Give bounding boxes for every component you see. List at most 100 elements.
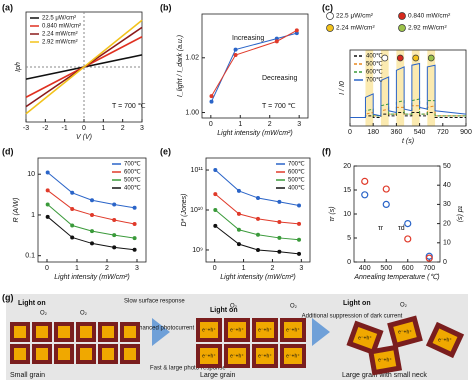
carrier-label: e⁻+h⁺: [258, 327, 272, 333]
y2-tick-label: 20: [443, 220, 451, 227]
y-axis-title: τr (s): [329, 206, 336, 221]
point: [297, 203, 302, 208]
point: [213, 192, 218, 197]
plot-frame: [353, 165, 441, 263]
grain-core: [352, 327, 378, 349]
x-tick-label: 540: [414, 129, 426, 136]
suppression-label: Additional suppression of dark current: [302, 314, 403, 320]
carrier-label: e⁻+h⁺: [258, 353, 272, 359]
x-tick-label: 0: [82, 125, 86, 132]
marker-legend-label: 2.24 mW/cm²: [336, 25, 375, 32]
point: [112, 233, 117, 238]
grain-core: [284, 322, 302, 338]
x-axis-title: t (s): [402, 138, 414, 145]
marker-legend-label: 0.840 mW/cm²: [408, 13, 451, 20]
x-axis-title: Light intensity (mW/cm²): [54, 274, 129, 281]
point: [112, 218, 117, 223]
x-tick-label: 600: [402, 265, 414, 272]
x-tick-label: 500: [380, 265, 392, 272]
annotation: T = 700 ℃: [262, 103, 296, 110]
legend-label: 700℃: [288, 162, 305, 168]
light-label: Light on: [18, 300, 46, 307]
x-tick-label: 1: [238, 121, 242, 128]
point: [45, 188, 50, 193]
point: [236, 188, 241, 193]
carrier-label: e⁻+h⁺: [438, 337, 452, 343]
point: [274, 36, 279, 41]
x-tick-label: 0: [45, 265, 49, 272]
grain-core: [36, 326, 48, 338]
grain-core: [256, 348, 274, 364]
annotation: T = 700 ℃: [112, 103, 146, 110]
annotation: τd: [398, 225, 405, 232]
y-axis-title: D* (Jones): [181, 193, 188, 226]
o2-label: O₂: [230, 304, 238, 310]
point: [233, 53, 238, 58]
grain-label: Small grain: [10, 372, 45, 379]
o2-label: O₂: [40, 311, 48, 317]
point: [213, 208, 218, 212]
carrier-label: e⁻+h⁺: [358, 335, 372, 341]
point: [90, 212, 94, 217]
light-label: Light on: [343, 300, 371, 307]
point: [382, 185, 390, 193]
o2-label: O₂: [80, 311, 88, 317]
light-band: [396, 50, 405, 126]
light-label: Light on: [210, 307, 238, 314]
series-line: [350, 62, 467, 119]
grain-label: Large grain: [200, 372, 236, 379]
point: [236, 227, 241, 232]
grain-core: [432, 328, 458, 352]
grain-core: [124, 348, 136, 360]
x-tick-label: 700: [423, 265, 435, 272]
grain-core: [284, 348, 302, 364]
x-tick-label: 3: [299, 265, 303, 272]
point: [112, 202, 117, 207]
x-tick-label: 180: [367, 129, 379, 136]
y-axis-title: I_light / I_dark (a.u.): [177, 35, 184, 97]
x-tick-label: 2: [268, 121, 272, 128]
y2-tick-label: 30: [443, 201, 451, 208]
point: [209, 94, 214, 99]
point: [70, 235, 75, 240]
panel-label: (c): [322, 2, 333, 12]
x-tick-label: -1: [62, 125, 68, 132]
arrow: [312, 318, 330, 346]
y-axis-title: Iph: [15, 62, 22, 72]
x-axis-title: V (V): [76, 134, 92, 141]
point: [256, 216, 260, 221]
light-band: [427, 50, 436, 126]
point: [256, 195, 260, 200]
y-tick-label: 10¹⁰: [190, 206, 203, 214]
series-line: [25, 19, 143, 115]
point: [90, 229, 94, 234]
carrier-label: e⁻+h⁺: [230, 327, 244, 333]
legend-label: 500℃: [366, 62, 383, 68]
point: [297, 221, 302, 226]
series-line: [214, 169, 300, 206]
annotation: Decreasing: [262, 75, 298, 82]
grain-core: [393, 321, 417, 343]
o2-label: O₂: [290, 304, 298, 310]
y-tick-label: 10¹¹: [191, 167, 204, 174]
y-axis-title: I / I0: [339, 81, 346, 95]
y2-tick-label: 0: [443, 259, 447, 266]
legend-label: 600℃: [124, 170, 141, 176]
legend-label: 2.92 mW/cm²: [42, 40, 78, 46]
panel-label: (e): [160, 146, 171, 156]
x-tick-label: 0: [348, 129, 352, 136]
series-line: [211, 32, 297, 102]
x-tick-label: 1: [101, 125, 105, 132]
y2-tick-label: 10: [443, 240, 451, 247]
y2-axis-title: τd (s): [456, 206, 463, 223]
band-symbol: [412, 54, 420, 62]
point: [297, 251, 302, 256]
grain-core: [80, 326, 92, 338]
panel-label: (f): [322, 146, 331, 156]
diagram: (g) Light on Light on Light on Slow surf…: [2, 292, 468, 380]
point: [45, 202, 50, 207]
grain-core: [36, 348, 48, 360]
slow-label: Slow surface response: [124, 299, 185, 305]
